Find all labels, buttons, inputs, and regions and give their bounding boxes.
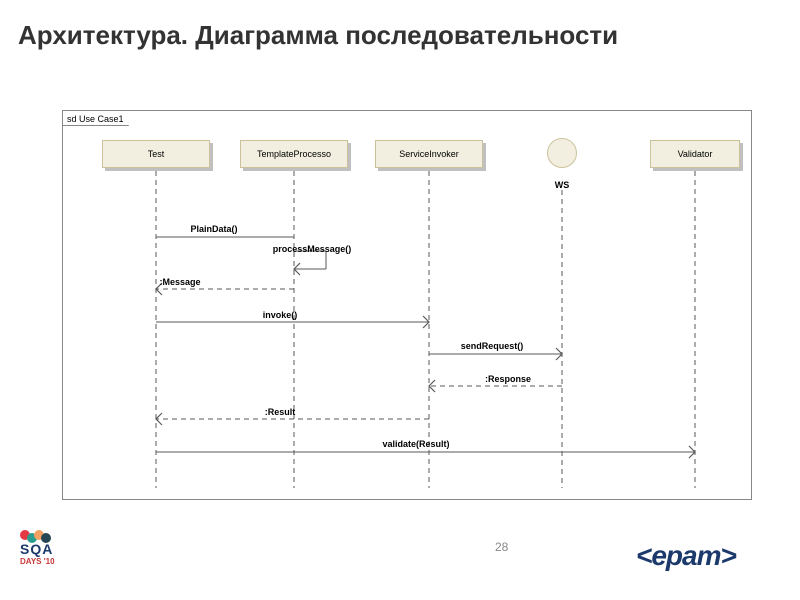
message-label: :Message xyxy=(159,277,200,287)
message-label: validate(Result) xyxy=(382,439,449,449)
page: Архитектура. Диаграмма последовательност… xyxy=(0,0,800,600)
page-number: 28 xyxy=(495,540,508,554)
sqa-days-logo: SQA DAYS '10 xyxy=(20,530,55,566)
message-label: :Result xyxy=(265,407,296,417)
epam-logo: <epam> xyxy=(636,540,736,572)
logo-line1: SQA xyxy=(20,541,55,557)
message-label: PlainData() xyxy=(190,224,237,234)
message-label: processMessage() xyxy=(273,244,352,254)
logo-line2: DAYS '10 xyxy=(20,557,55,566)
message-label: :Response xyxy=(485,374,531,384)
sequence-svg xyxy=(0,0,800,600)
message-label: sendRequest() xyxy=(461,341,524,351)
message-label: invoke() xyxy=(263,310,298,320)
